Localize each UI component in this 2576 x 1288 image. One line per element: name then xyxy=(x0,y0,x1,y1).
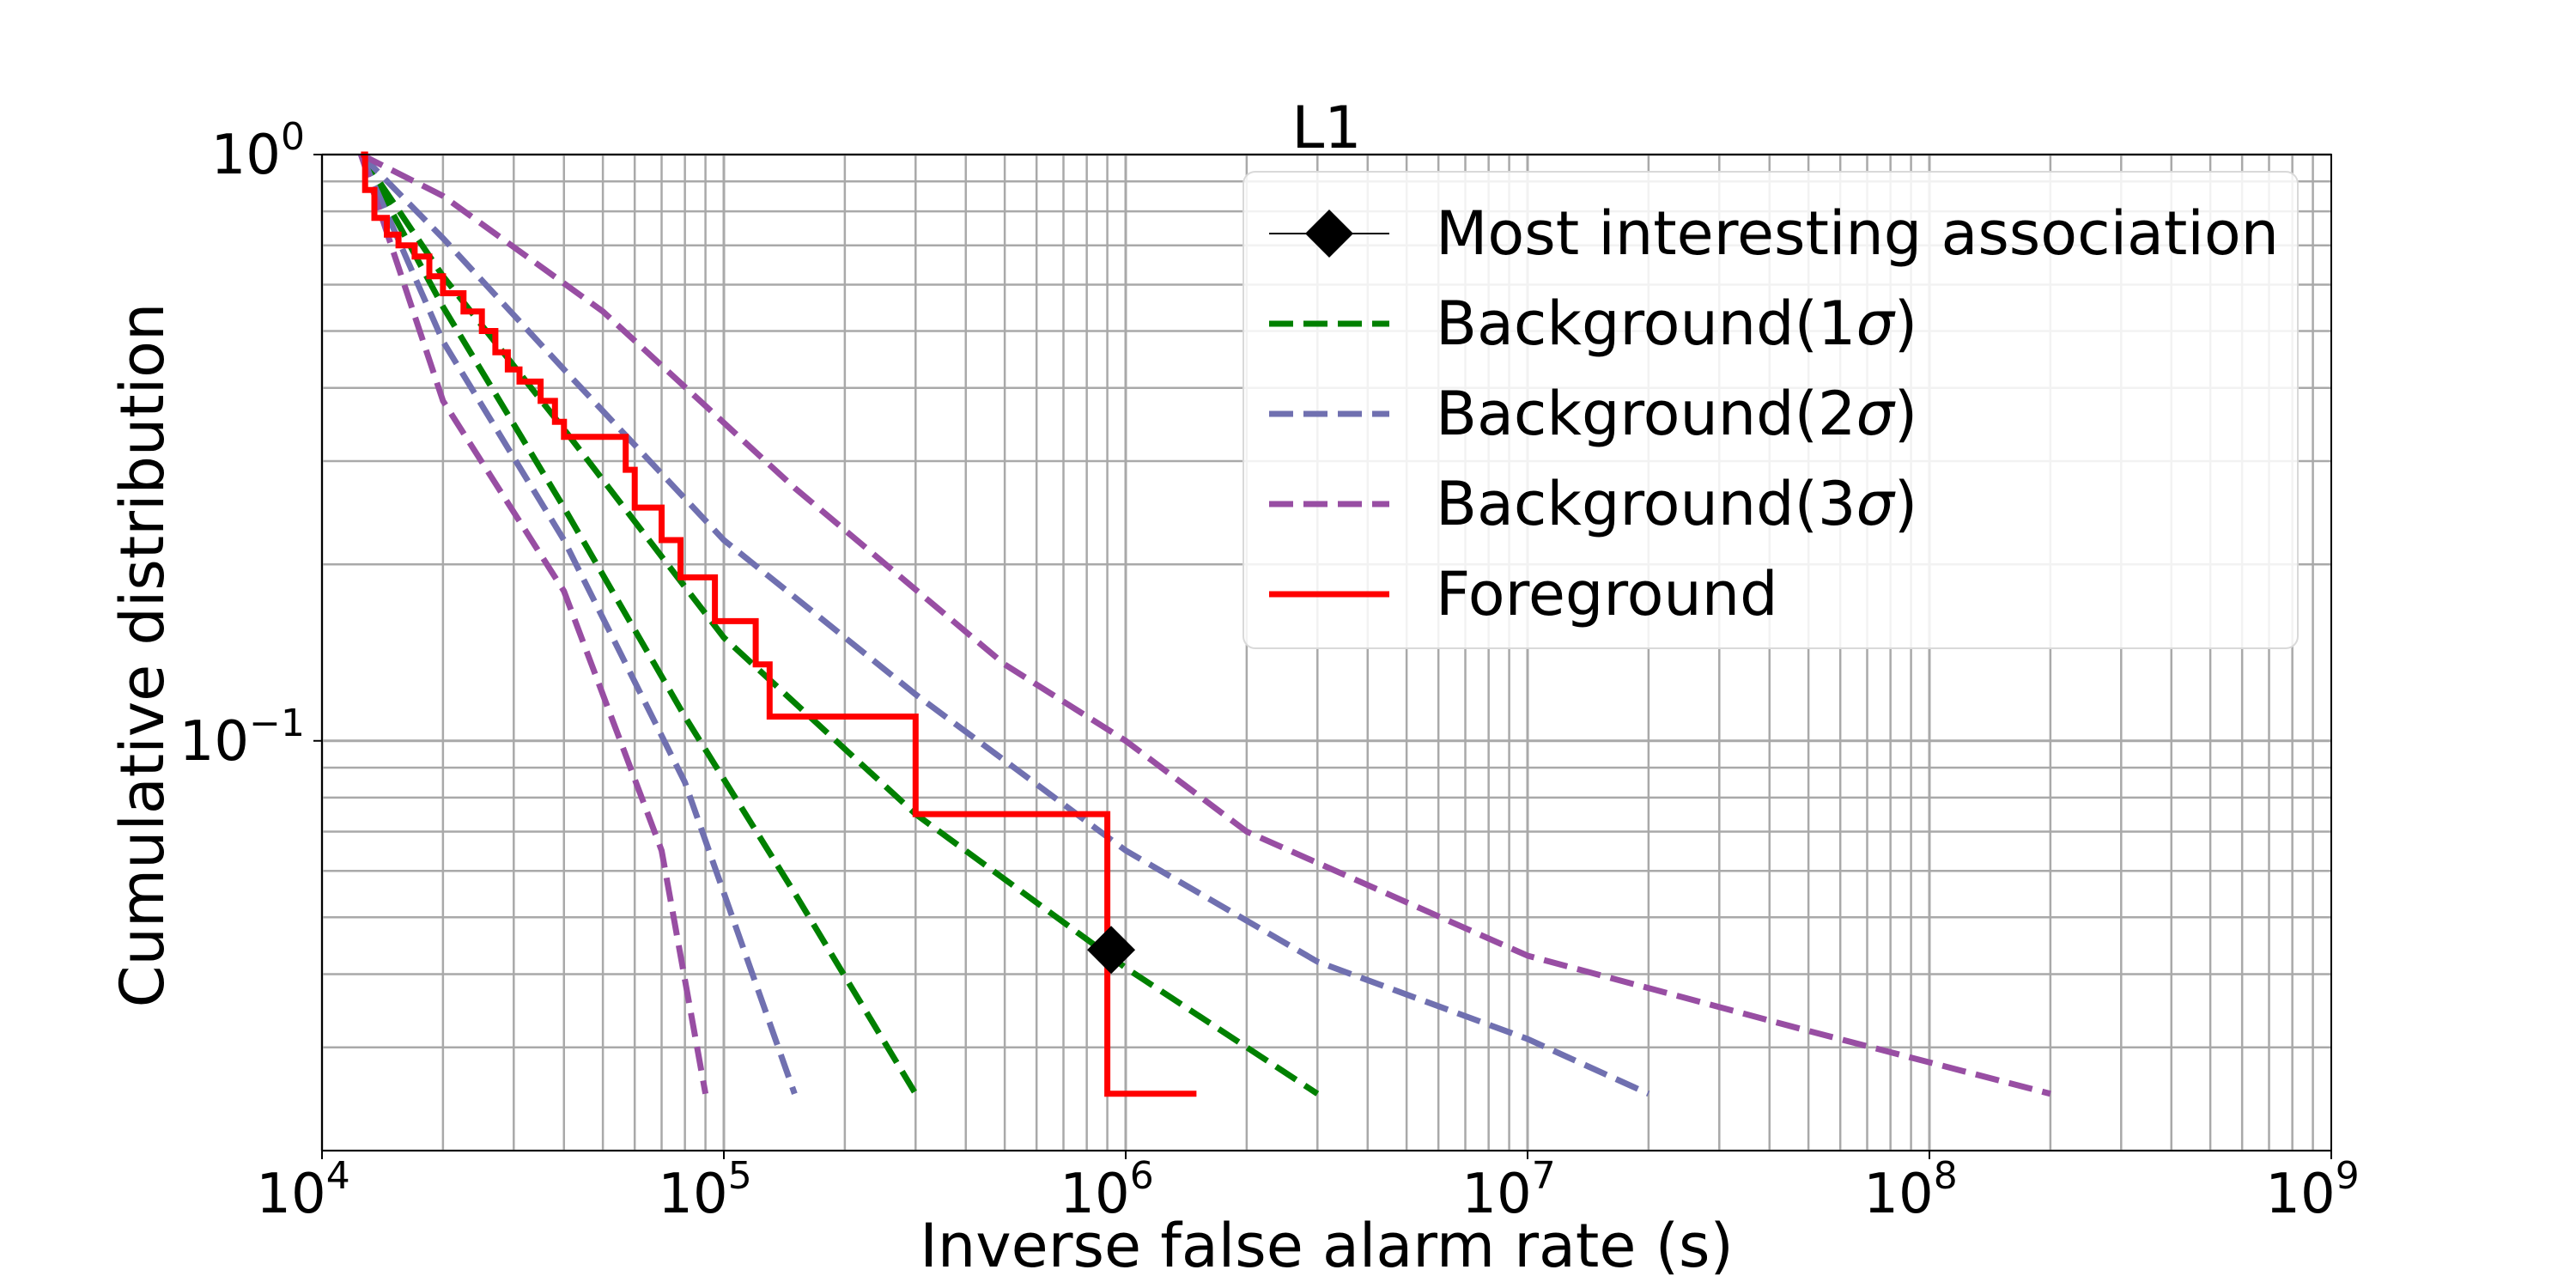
grid-lines xyxy=(320,153,2331,1152)
y-tick-labels: 100 10−1 xyxy=(179,115,322,774)
legend-label-bg3: Background(3σ) xyxy=(1436,469,1917,539)
x-tick-label: 104 xyxy=(256,1154,349,1226)
series-line-bg3_upper xyxy=(359,151,2051,1097)
series-line-bg1_lower xyxy=(358,153,919,1096)
legend-handle-diamond xyxy=(1305,210,1353,258)
x-tick-label: 105 xyxy=(658,1154,751,1226)
association-marker-diamond xyxy=(1087,926,1136,975)
x-tick-labels: 104 105 106 107 108 109 xyxy=(256,1151,2360,1226)
legend-label-bg1: Background(1σ) xyxy=(1436,289,1917,359)
series-line-bg3_lower xyxy=(358,153,709,1095)
x-tick-label: 106 xyxy=(1060,1154,1153,1226)
legend-box xyxy=(1242,171,2299,649)
x-tick-label: 109 xyxy=(2265,1154,2359,1226)
x-tick-label: 108 xyxy=(1863,1154,1957,1226)
legend-label-fg: Foreground xyxy=(1436,559,1778,629)
legend-label-bg2: Background(2σ) xyxy=(1436,379,1917,449)
y-tick-label: 100 xyxy=(211,115,305,187)
chart-title: L1 xyxy=(1291,94,1361,162)
plot-frame xyxy=(321,154,2332,1151)
x-axis-title: Inverse false alarm rate (s) xyxy=(920,1211,1734,1281)
legend-label-marker: Most interesting association xyxy=(1436,198,2279,269)
plot-border xyxy=(321,154,2332,1151)
x-tick-label: 107 xyxy=(1461,1154,1555,1226)
series-layer xyxy=(358,151,2051,1097)
series-line-bg1_upper xyxy=(358,153,1320,1097)
y-tick-label: 10−1 xyxy=(179,702,305,774)
series-line-bg2_upper xyxy=(358,152,1650,1097)
y-axis-title: Cumulative distribution xyxy=(107,303,178,1008)
series-line-foreground xyxy=(361,151,1197,1097)
legend: Most interesting association Background(1… xyxy=(1242,171,2299,649)
